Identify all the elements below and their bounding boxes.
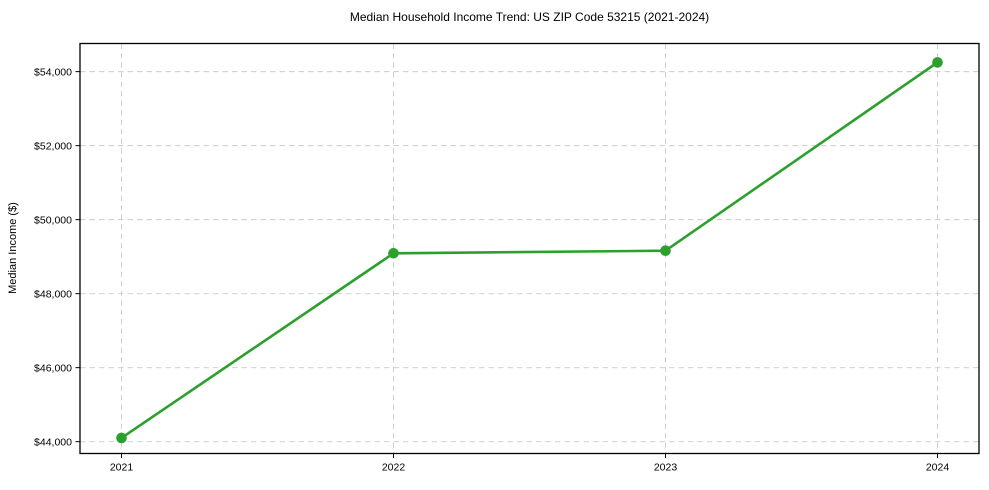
y-tick-label: $54,000 bbox=[34, 66, 72, 78]
data-point-marker bbox=[932, 57, 943, 68]
y-tick-label: $48,000 bbox=[34, 288, 72, 300]
axes-layer: $44,000 $46,000 $48,000 $50,000 $52,000 $54,0… bbox=[34, 42, 980, 474]
y-tick-label: $50,000 bbox=[34, 214, 72, 226]
y-tick-label: $52,000 bbox=[34, 140, 72, 152]
x-tick-label: 2024 bbox=[926, 462, 950, 474]
trend-line bbox=[120, 61, 939, 440]
grid-layer bbox=[80, 43, 979, 454]
y-tick-label: $44,000 bbox=[34, 436, 72, 448]
data-point-marker bbox=[116, 432, 127, 444]
plot-border bbox=[79, 42, 980, 455]
chart-title: Median Household Income Trend: US ZIP Co… bbox=[350, 10, 709, 24]
y-axis-label: Median Income ($) bbox=[7, 202, 19, 294]
x-tick-label: 2023 bbox=[654, 462, 678, 474]
x-tick-label: 2022 bbox=[382, 462, 406, 474]
y-tick-label: $46,000 bbox=[34, 362, 72, 374]
data-point-marker bbox=[660, 245, 671, 257]
data-point-marker bbox=[388, 248, 399, 259]
x-tick-label: 2021 bbox=[110, 462, 134, 474]
trend-line-series bbox=[116, 57, 943, 444]
